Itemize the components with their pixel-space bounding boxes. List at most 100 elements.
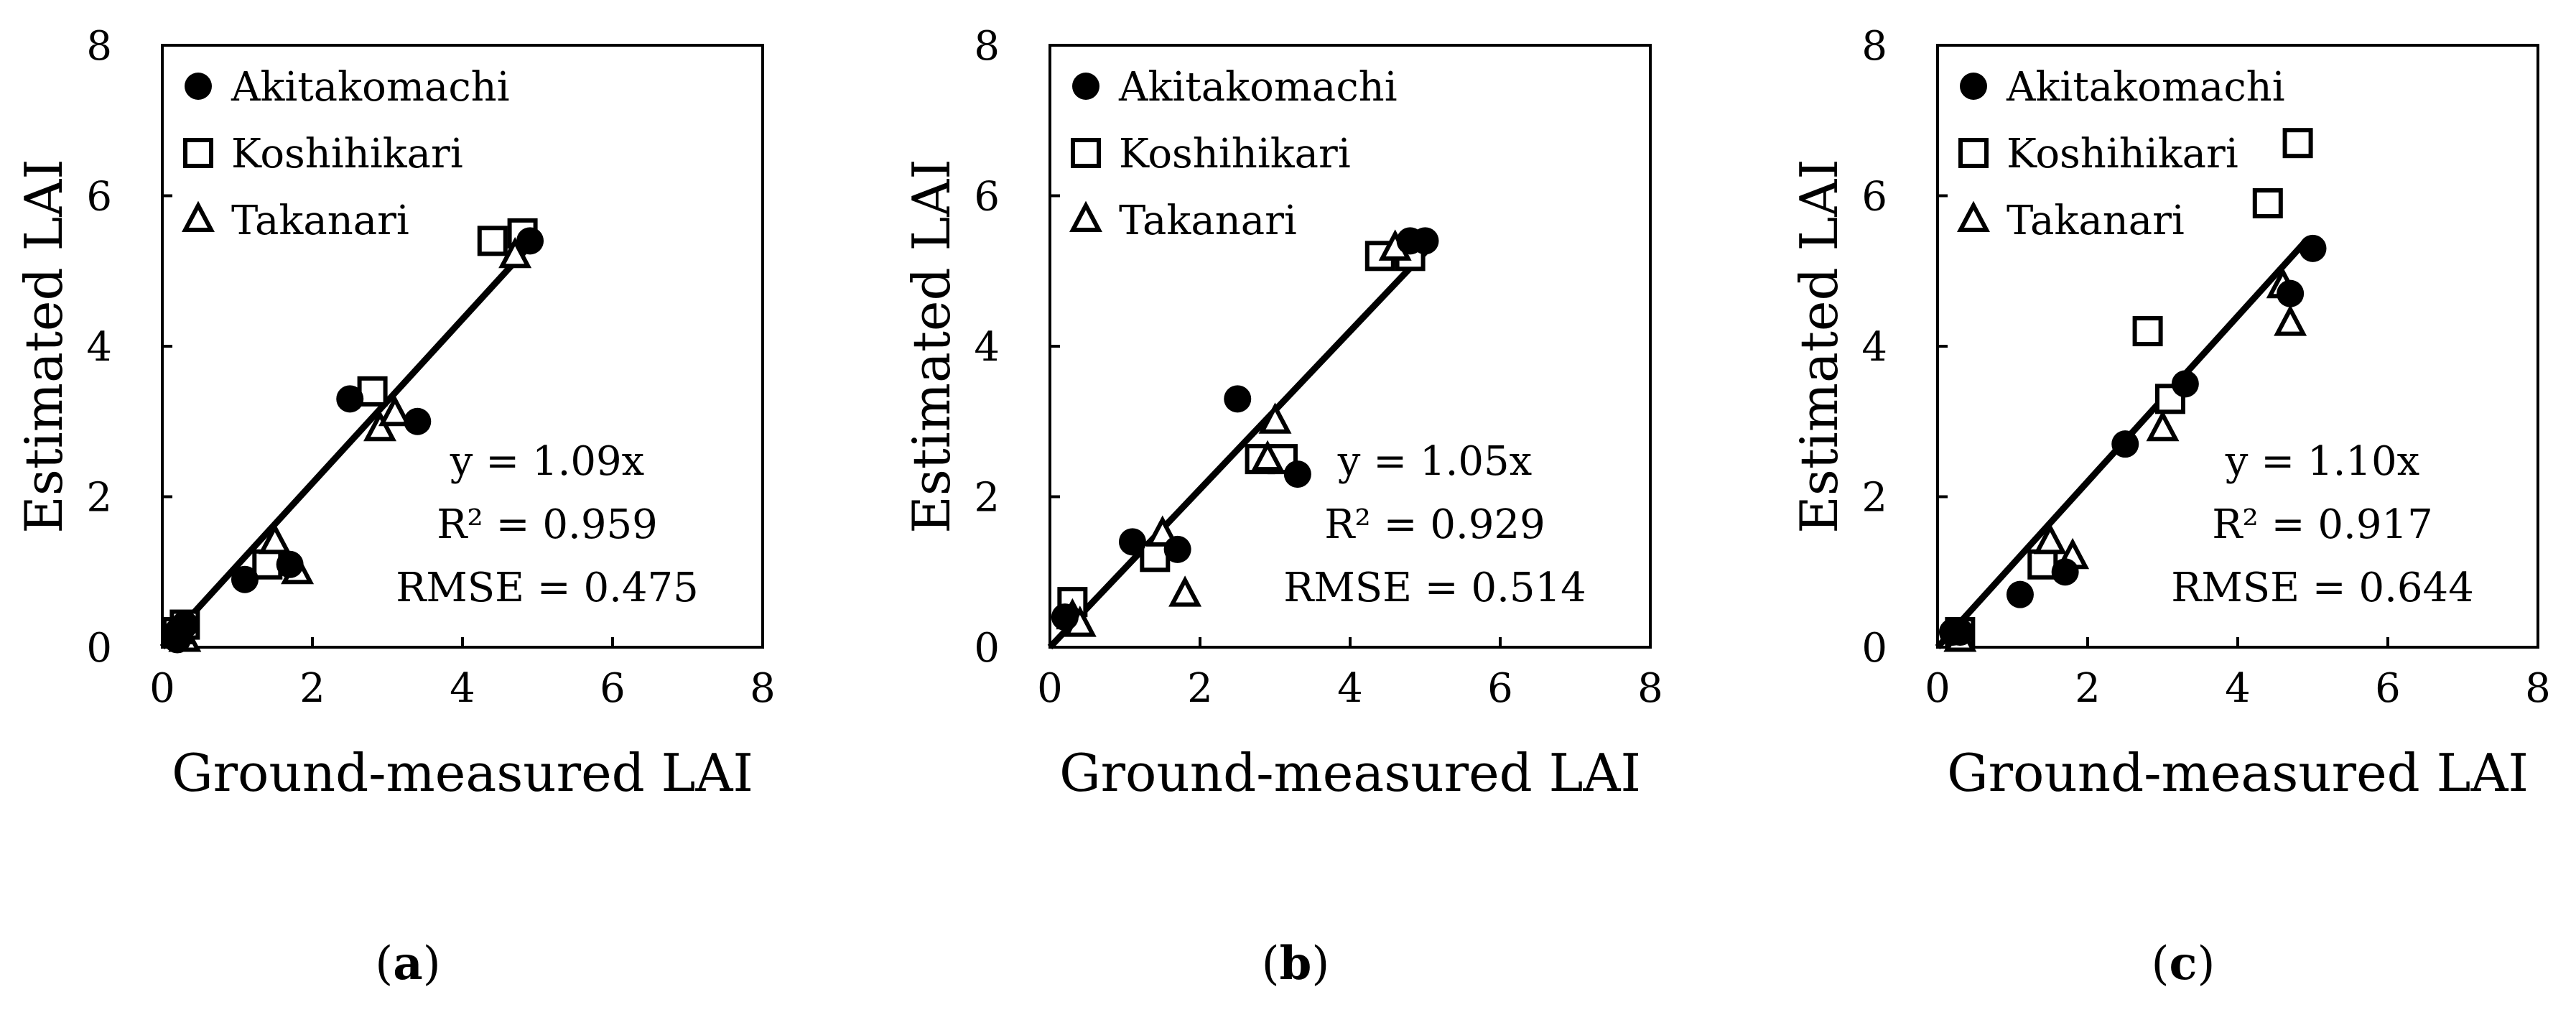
regression-line	[159, 243, 533, 650]
legend-marker	[1072, 73, 1099, 100]
y-tick-label: 0	[974, 625, 1000, 672]
x-tick-label: 4	[2225, 665, 2251, 712]
legend-label: Koshihikari	[2007, 131, 2238, 177]
legend-label: Akitakomachi	[231, 64, 510, 111]
data-point	[2171, 370, 2199, 398]
x-tick-label: 0	[1925, 665, 1950, 712]
data-point	[498, 236, 532, 269]
data-point	[2282, 128, 2313, 159]
legend-marker	[182, 200, 215, 232]
x-axis-title: Ground-measured LAI	[1947, 743, 2529, 803]
legend-label: Koshihikari	[1119, 131, 1351, 177]
x-tick-label: 2	[1187, 665, 1213, 712]
fit-annotation: RMSE = 0.475	[396, 565, 699, 611]
x-tick-label: 4	[1337, 665, 1363, 712]
data-point	[2051, 558, 2079, 586]
data-point	[1258, 402, 1292, 434]
y-tick-label: 0	[1861, 625, 1887, 672]
x-tick-label: 8	[750, 665, 776, 712]
data-point	[2274, 305, 2307, 336]
legend-label: Akitakomachi	[2006, 64, 2285, 111]
y-axis-title: Estimated LAI	[1789, 159, 1849, 533]
panel-label: (a)	[375, 937, 440, 991]
y-tick-label: 4	[974, 324, 1000, 371]
x-tick-label: 2	[299, 665, 325, 712]
fit-annotation: y = 1.05x	[1337, 438, 1532, 485]
panel-label: (c)	[2152, 937, 2215, 991]
fit-annotation: RMSE = 0.514	[1283, 565, 1586, 611]
x-tick-label: 8	[2525, 665, 2551, 712]
legend-label: Akitakomachi	[1118, 64, 1398, 111]
fit-annotation: R² = 0.929	[1324, 501, 1545, 548]
legend: Akitakomachi Koshihikari Takanari	[1957, 64, 2285, 244]
x-tick-label: 0	[1037, 665, 1063, 712]
data-point	[1051, 603, 1079, 631]
data-point	[1145, 515, 1179, 547]
data-point	[231, 565, 259, 593]
fit-annotation: R² = 0.917	[2212, 501, 2432, 548]
legend-marker	[1069, 200, 1102, 232]
data-point	[404, 407, 432, 435]
x-tick-label: 8	[1637, 665, 1663, 712]
legend-marker	[1958, 138, 1989, 168]
legend-marker	[1957, 200, 1990, 232]
y-tick-label: 0	[86, 625, 112, 672]
legend-marker	[185, 73, 212, 100]
x-tick-label: 6	[600, 665, 626, 712]
y-tick-label: 8	[86, 23, 112, 70]
x-tick-label: 4	[450, 665, 475, 712]
regression-line	[1047, 249, 1428, 650]
x-tick-label: 0	[149, 665, 175, 712]
x-axis-title: Ground-measured LAI	[1059, 743, 1641, 803]
y-tick-label: 2	[974, 475, 1000, 521]
legend-label: Takanari	[231, 198, 409, 244]
data-point	[276, 550, 304, 578]
x-tick-label: 6	[1487, 665, 1513, 712]
legend-label: Takanari	[1119, 198, 1297, 244]
data-point	[1283, 460, 1311, 488]
data-point	[1168, 575, 1202, 607]
data-point	[1251, 440, 1285, 472]
data-point	[2111, 430, 2139, 458]
data-point	[363, 409, 397, 442]
data-point	[1411, 227, 1439, 255]
legend-marker	[1071, 138, 1101, 168]
data-point	[2252, 187, 2283, 218]
y-tick-label: 2	[1861, 475, 1887, 521]
y-tick-label: 8	[974, 23, 1000, 70]
legend: Akitakomachi Koshihikari Takanari	[1069, 64, 1398, 244]
legend-marker	[183, 138, 213, 168]
y-axis-title: Estimated LAI	[901, 159, 962, 533]
y-tick-label: 6	[974, 174, 1000, 221]
x-axis-title: Ground-measured LAI	[172, 743, 753, 803]
y-tick-label: 2	[86, 475, 112, 521]
y-axis-title: Estimated LAI	[14, 159, 74, 533]
legend-marker	[1960, 73, 1987, 100]
data-point	[258, 522, 292, 555]
fit-annotation: y = 1.10x	[2225, 438, 2419, 485]
legend-label: Koshihikari	[231, 131, 463, 177]
data-point	[1946, 618, 1974, 646]
data-point	[516, 227, 544, 255]
fit-annotation: y = 1.09x	[450, 438, 644, 485]
x-tick-label: 6	[2375, 665, 2401, 712]
data-point	[2299, 234, 2327, 262]
data-point	[477, 226, 508, 256]
data-point	[378, 394, 411, 427]
data-point	[1224, 385, 1252, 413]
x-tick-label: 2	[2075, 665, 2101, 712]
panel-b: 0 2 4 6 8 0 2 4 6 8 Ground-measured LAI Estimated L…	[901, 23, 1663, 991]
legend: Akitakomachi Koshihikari Takanari	[182, 64, 510, 244]
legend-label: Takanari	[2007, 198, 2185, 244]
panel-label: (b)	[1262, 937, 1330, 991]
data-point	[2006, 580, 2034, 608]
data-point	[336, 385, 364, 413]
panel-c: 0 2 4 6 8 0 2 4 6 8 Ground-measured LAI Estimated L…	[1789, 23, 2551, 991]
y-tick-label: 4	[86, 324, 112, 371]
data-point	[163, 626, 191, 654]
data-point	[2033, 522, 2067, 555]
fit-annotation: RMSE = 0.644	[2171, 565, 2474, 611]
data-point	[2132, 316, 2163, 347]
